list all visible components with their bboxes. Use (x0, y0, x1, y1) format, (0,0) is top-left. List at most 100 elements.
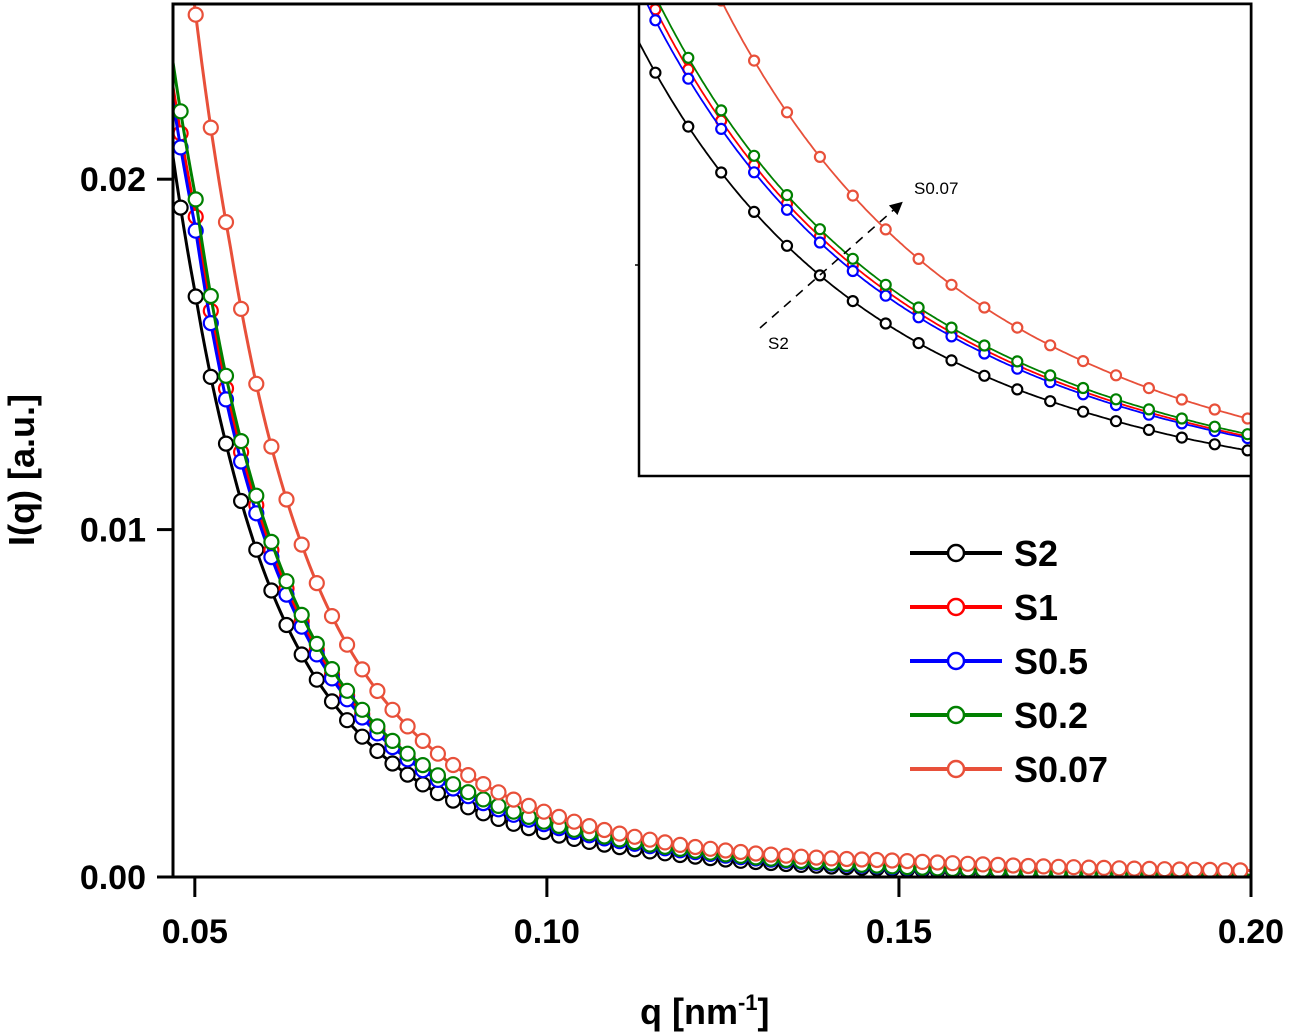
annotation-label-s007: S0.07 (914, 179, 958, 198)
x-tick-label: 0.20 (1218, 913, 1284, 951)
main-marker-S0.07 (308, 574, 325, 592)
inset-marker-S0.07 (912, 252, 925, 265)
main-marker-S0.2 (308, 635, 325, 653)
inset-marker-S0.5 (682, 72, 695, 85)
inset-marker-S0.5 (780, 203, 794, 216)
inset-marker-S2 (682, 120, 695, 133)
inset-marker-S2 (1011, 383, 1024, 396)
inset-marker-S0.5 (649, 14, 662, 27)
main-marker-S0.07 (641, 831, 659, 848)
legend-item-S1: S1 (910, 587, 1058, 628)
main-marker-S0.2 (339, 682, 356, 699)
main-marker-S0.07 (566, 813, 583, 830)
y-tick-label: 0.00 (80, 859, 146, 897)
main-marker-S0.07 (747, 845, 764, 862)
main-marker-S0.07 (989, 856, 1007, 874)
inset-marker-S0.2 (1011, 355, 1024, 368)
main-marker-S0.07 (187, 6, 204, 23)
inset-marker-S0.2 (650, 0, 660, 1)
main-marker-S0.07 (278, 491, 295, 508)
main-marker-S2 (278, 616, 295, 634)
main-plot-series (173, 4, 1251, 877)
x-axis-ticks: 0.05 0.10 0.15 0.20 (162, 877, 1284, 951)
inset-marker-S0.2 (1208, 420, 1221, 433)
inset-marker-S2 (912, 337, 925, 350)
main-marker-S0.2 (248, 487, 265, 504)
main-marker-S0.07 (853, 851, 870, 868)
main-marker-S0.07 (1126, 860, 1143, 877)
inset-marker-S0.2 (715, 104, 728, 117)
main-marker-S2 (339, 712, 356, 729)
main-marker-S0.07 (1171, 861, 1188, 877)
main-marker-S0.07 (944, 855, 961, 872)
inset-background (639, 4, 1251, 476)
main-marker-S0.07 (899, 852, 916, 870)
main-series-s0-07 (187, 4, 1251, 877)
inset-marker-S2 (1076, 405, 1090, 418)
main-marker-S0.07 (914, 853, 931, 871)
main-marker-S0.07 (1095, 859, 1113, 877)
main-marker-S0.2 (233, 433, 250, 450)
main-marker-S0.07 (1141, 860, 1158, 877)
main-marker-S0.07 (293, 536, 310, 553)
inset-marker-S2 (780, 239, 794, 252)
inset-marker-S0.07 (1011, 321, 1024, 334)
main-marker-S0.2 (490, 797, 507, 815)
inset-marker-S0.2 (912, 301, 925, 314)
inset-marker-S2 (945, 354, 958, 367)
main-marker-S0.2 (399, 745, 416, 762)
inset-marker-S0.07 (1109, 369, 1123, 382)
main-marker-S0.2 (263, 533, 280, 551)
inset-marker-S0.2 (747, 149, 761, 162)
main-marker-S0.07 (535, 803, 553, 820)
main-marker-S0.07 (1065, 859, 1082, 876)
inset-marker-S2 (1142, 423, 1156, 436)
inset-marker-S0.2 (846, 252, 859, 265)
inset-marker-S0.5 (879, 289, 892, 302)
main-marker-S0.2 (414, 756, 431, 774)
main-marker-S0.07 (1005, 857, 1022, 874)
x-tick-label: 0.15 (866, 913, 932, 951)
inset-series-s0-07 (716, 4, 1251, 425)
main-marker-S0.07 (399, 718, 416, 735)
inset-marker-S0.2 (1044, 369, 1057, 382)
inset-marker-S2 (747, 205, 761, 218)
main-marker-S0.07 (217, 214, 235, 231)
y-axis-ticks: 0.00 0.01 0.02 (80, 161, 173, 897)
y-tick-label: 0.02 (80, 161, 146, 199)
legend-marker (946, 705, 966, 725)
main-marker-S0.07 (369, 682, 386, 700)
inset-marker-S0.07 (1175, 393, 1188, 406)
x-axis-title: q [nm-1] (640, 990, 770, 1032)
main-marker-S0.2 (460, 784, 477, 801)
inset-marker-S2 (1241, 444, 1251, 457)
annotation-label-s2: S2 (768, 334, 789, 353)
main-marker-S2 (233, 492, 250, 510)
inset-marker-S0.2 (1076, 381, 1090, 395)
main-marker-S2 (308, 671, 325, 688)
inset-frame (637, 2, 1253, 478)
main-marker-S0.07 (702, 840, 719, 857)
legend-marker (946, 543, 966, 563)
inset-marker-S0.2 (682, 51, 695, 64)
inset-marker-S0.2 (945, 321, 958, 334)
main-marker-S0.07 (354, 661, 371, 678)
inset-marker-S0.5 (715, 122, 728, 135)
main-marker-S0.07 (1050, 858, 1067, 875)
main-marker-S2 (293, 646, 310, 663)
inset-series-s0-2 (650, 0, 1251, 441)
inset-marker-S0.5 (846, 264, 859, 278)
main-marker-S0.07 (429, 745, 446, 762)
main-marker-S0.07 (263, 438, 280, 455)
main-marker-S2 (217, 435, 235, 452)
main-marker-S0.07 (490, 784, 507, 801)
main-marker-S0.07 (596, 821, 613, 839)
main-marker-S0.2 (323, 660, 341, 678)
main-marker-S0.07 (233, 300, 250, 317)
main-marker-S0.2 (202, 287, 219, 305)
main-marker-S0.2 (173, 103, 189, 120)
main-marker-S2 (414, 776, 431, 793)
main-marker-S2 (399, 766, 416, 783)
inset-marker-S0.2 (813, 223, 827, 236)
